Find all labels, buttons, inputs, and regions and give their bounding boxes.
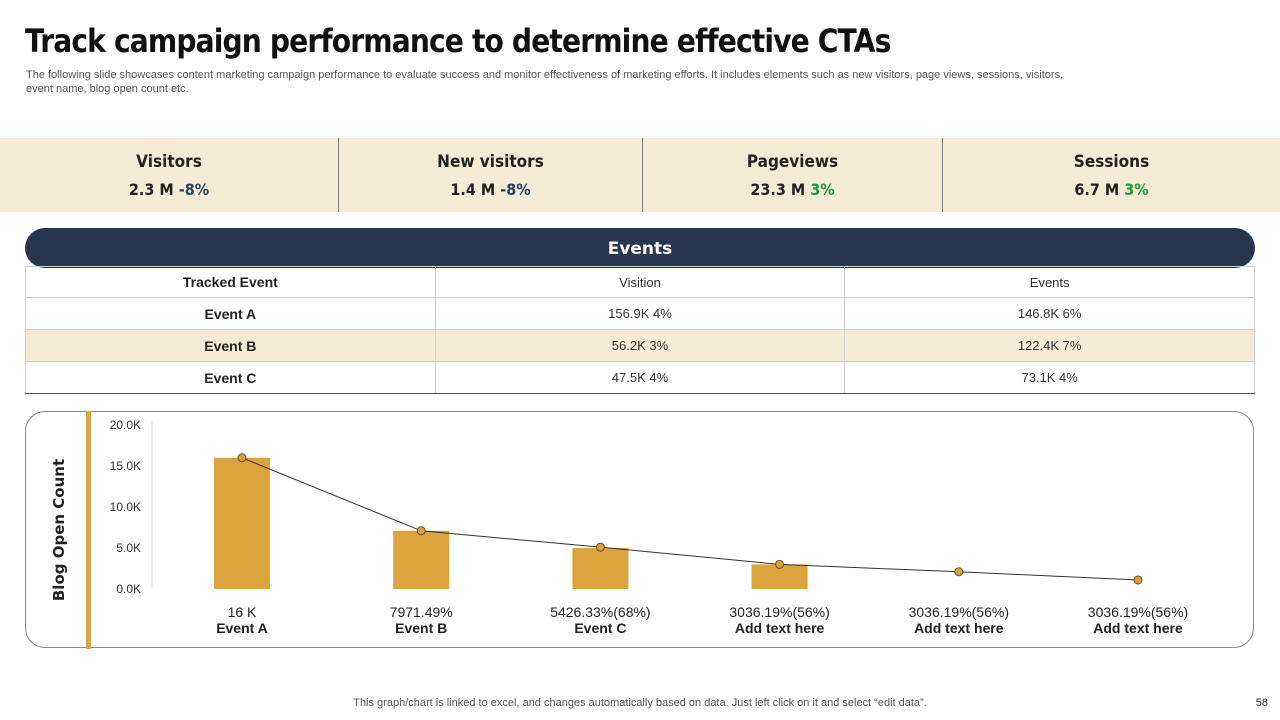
page-number: 58 [1255, 697, 1268, 709]
x-tick-label: Event B [395, 620, 447, 636]
trend-point-3 [595, 542, 605, 552]
kpi-change: 3% [1124, 180, 1149, 199]
y-axis-title: Blog Open Count [50, 459, 68, 601]
page-title: Track campaign performance to determine … [25, 22, 891, 60]
kpi-value: 1.4 M -8% [354, 180, 627, 199]
kpi-new-visitors: New visitors 1.4 M -8% [339, 138, 643, 212]
table-cell: Event C [25, 361, 436, 394]
trend-line [241, 457, 1139, 581]
page-subtitle: The following slide showcases content ma… [26, 69, 1064, 95]
kpi-label: Sessions [1073, 152, 1150, 172]
table-header-row: Tracked Event Visition Events [25, 266, 1255, 298]
y-tick-label: 0.0K [116, 582, 141, 596]
trend-point-1 [237, 453, 247, 463]
table-cell: 47.5K 4% [434, 361, 846, 394]
trend-point-4 [775, 559, 785, 569]
table-row: Event A 156.9K 4% 146.8K 6% [25, 297, 1255, 330]
x-tick-label: Add text here [914, 620, 1004, 636]
data-label: 7971.49% [390, 604, 453, 620]
data-label: 16 K [228, 604, 257, 620]
kpi-band: Visitors 2.3 M -8% New visitors 1.4 M -8… [0, 138, 1280, 212]
table-row: Event B 56.2K 3% 122.4K 7% [25, 329, 1255, 362]
kpi-number: 2.3 M [128, 180, 174, 199]
events-table: Tracked Event Visition Events Event A 15… [25, 266, 1255, 394]
column-header: Visition [434, 266, 846, 298]
bar-1 [214, 457, 270, 589]
table-row: Event C 47.5K 4% 73.1K 4% [25, 361, 1255, 394]
table-cell: 73.1K 4% [844, 361, 1255, 394]
kpi-pageviews: Pageviews 23.3 M 3% [643, 138, 943, 212]
y-tick-label: 15.0K [110, 459, 141, 473]
table-cell: 56.2K 3% [434, 329, 846, 362]
events-header-bar: Events [25, 228, 1255, 268]
kpi-change: 3% [810, 180, 835, 199]
trend-point-5 [954, 567, 964, 577]
data-label: 5426.33%(68%) [550, 604, 650, 620]
kpi-value: 23.3 M 3% [658, 180, 927, 199]
kpi-number: 6.7 M [1074, 180, 1120, 199]
table-cell: 122.4K 7% [844, 329, 1255, 362]
bar-3 [572, 548, 629, 589]
kpi-number: 1.4 M [450, 180, 496, 199]
data-label: 3036.19%(56%) [1088, 604, 1188, 620]
chart-frame [25, 411, 1254, 648]
x-tick-label: Event A [216, 620, 268, 636]
kpi-value: 6.7 M 3% [960, 180, 1263, 199]
column-header: Tracked Event [25, 266, 436, 298]
data-label: 3036.19%(56%) [729, 604, 829, 620]
kpi-visitors: Visitors 2.3 M -8% [0, 138, 339, 212]
data-label: 3036.19%(56%) [909, 604, 1009, 620]
kpi-value: 2.3 M -8% [17, 180, 321, 199]
y-tick-label: 5.0K [116, 541, 141, 555]
kpi-label: Pageviews [746, 152, 839, 172]
trend-point-2 [416, 526, 426, 536]
kpi-sessions: Sessions 6.7 M 3% [943, 138, 1280, 212]
y-tick-label: 10.0K [110, 500, 141, 514]
kpi-number: 23.3 M [750, 180, 806, 199]
kpi-label: Visitors [136, 152, 202, 172]
x-tick-label: Add text here [1093, 620, 1183, 636]
kpi-change: -8% [178, 180, 210, 199]
table-cell: 146.8K 6% [844, 297, 1255, 330]
trend-point-6 [1133, 575, 1143, 585]
bar-2 [393, 530, 450, 589]
x-tick-label: Event C [574, 620, 626, 636]
kpi-change: -8% [500, 180, 531, 199]
footer-note: This graph/chart is linked to excel, and… [353, 697, 927, 709]
x-tick-label: Add text here [735, 620, 825, 636]
kpi-label: New visitors [437, 152, 544, 172]
y-tick-label: 20.0K [110, 418, 141, 432]
chart-accent-rule [86, 411, 91, 649]
